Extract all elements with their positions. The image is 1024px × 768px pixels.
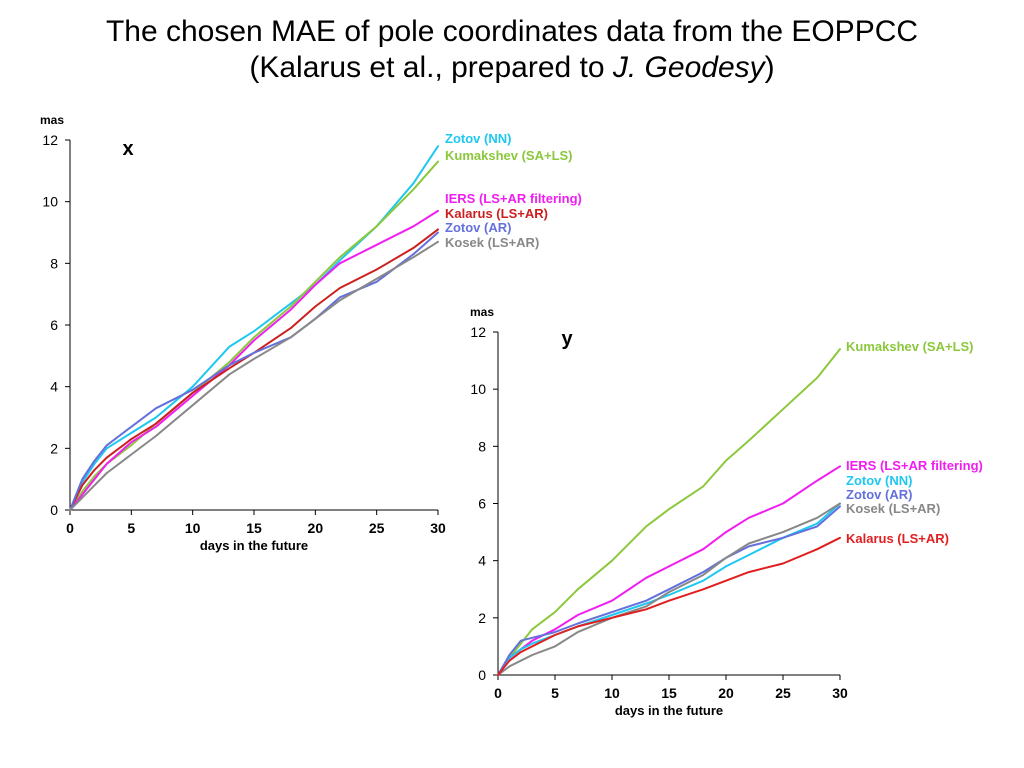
series-line bbox=[69, 209, 439, 511]
y-tick-label: 4 bbox=[478, 553, 486, 569]
legend-entry: Kumakshev (SA+LS) bbox=[445, 148, 573, 163]
y-tick-label: 0 bbox=[478, 667, 486, 683]
title-journal-name: J. Geodesy bbox=[612, 51, 765, 84]
x-tick-label: 10 bbox=[604, 685, 620, 701]
panel-label: y bbox=[561, 328, 573, 350]
y-tick-label: 12 bbox=[42, 132, 58, 148]
series-line bbox=[69, 240, 439, 511]
x-tick-label: 20 bbox=[718, 685, 734, 701]
x-panel: 0 2 4 6 8 10 12 0 5 10 15 20 25 30 mas days in the futu… bbox=[40, 113, 582, 553]
legend-entry: Kumakshev (SA+LS) bbox=[846, 339, 974, 354]
series-line bbox=[69, 160, 439, 511]
series-line bbox=[497, 465, 841, 676]
x-axis-label: days in the future bbox=[615, 703, 723, 718]
x-tick-label: 25 bbox=[369, 520, 385, 536]
legend-entry: Zotov (AR) bbox=[445, 220, 511, 235]
x-tick-label: 20 bbox=[308, 520, 324, 536]
series-line bbox=[497, 505, 841, 676]
series-line bbox=[497, 348, 841, 676]
legend-entry: IERS (LS+AR filtering) bbox=[846, 458, 983, 473]
x-tick-label: 30 bbox=[430, 520, 446, 536]
x-tick-label: 0 bbox=[494, 685, 502, 701]
title-line-2-suffix: ) bbox=[764, 51, 775, 84]
legend-entry: Zotov (AR) bbox=[846, 487, 912, 502]
y-panel: 0 2 4 6 8 10 12 0 5 10 15 20 25 30 mas days in the futu… bbox=[470, 305, 983, 718]
y-tick-label: 2 bbox=[478, 610, 486, 626]
x-tick-label: 15 bbox=[246, 520, 262, 536]
title-line-1: The chosen MAE of pole coordinates data … bbox=[105, 15, 919, 48]
x-tick-label: 30 bbox=[832, 685, 848, 701]
y-tick-label: 6 bbox=[50, 317, 58, 333]
x-axis-label: days in the future bbox=[200, 538, 308, 553]
y-tick-label: 10 bbox=[470, 381, 486, 397]
y-tick-label: 0 bbox=[50, 502, 58, 518]
series-line bbox=[69, 145, 439, 511]
x-tick-label: 0 bbox=[66, 520, 74, 536]
x-tick-label: 5 bbox=[127, 520, 135, 536]
legend-entry: Kosek (LS+AR) bbox=[445, 235, 539, 250]
series-line bbox=[497, 502, 841, 676]
x-tick-label: 5 bbox=[551, 685, 559, 701]
y-tick-label: 6 bbox=[478, 496, 486, 512]
y-tick-label: 4 bbox=[50, 379, 58, 395]
y-tick-label: 2 bbox=[50, 440, 58, 456]
y-tick-label: 8 bbox=[478, 438, 486, 454]
x-tick-label: 10 bbox=[185, 520, 201, 536]
title-line-2: (Kalarus et al., prepared to J. Geodesy) bbox=[0, 50, 1024, 86]
series-line bbox=[497, 536, 841, 676]
legend-entry: IERS (LS+AR filtering) bbox=[445, 191, 582, 206]
title-line-2-prefix: (Kalarus et al., prepared to bbox=[249, 51, 613, 84]
legend-entry: Kalarus (LS+AR) bbox=[445, 206, 548, 221]
legend-entry: Zotov (NN) bbox=[846, 473, 912, 488]
y-tick-label: 10 bbox=[42, 194, 58, 210]
y-tick-label: 8 bbox=[50, 255, 58, 271]
legend-entry: Kalarus (LS+AR) bbox=[846, 531, 949, 546]
y-tick-label: 12 bbox=[470, 324, 486, 340]
panel-label: x bbox=[122, 138, 133, 160]
series-line bbox=[69, 228, 439, 511]
series-line bbox=[497, 502, 841, 676]
legend-entry: Kosek (LS+AR) bbox=[846, 501, 940, 516]
y-axis-unit-label: mas bbox=[40, 113, 64, 127]
x-tick-label: 25 bbox=[775, 685, 791, 701]
y-axis-unit-label: mas bbox=[470, 305, 494, 319]
x-tick-label: 15 bbox=[661, 685, 677, 701]
slide-title: The chosen MAE of pole coordinates data … bbox=[0, 14, 1024, 86]
legend-entry: Zotov (NN) bbox=[445, 131, 511, 146]
